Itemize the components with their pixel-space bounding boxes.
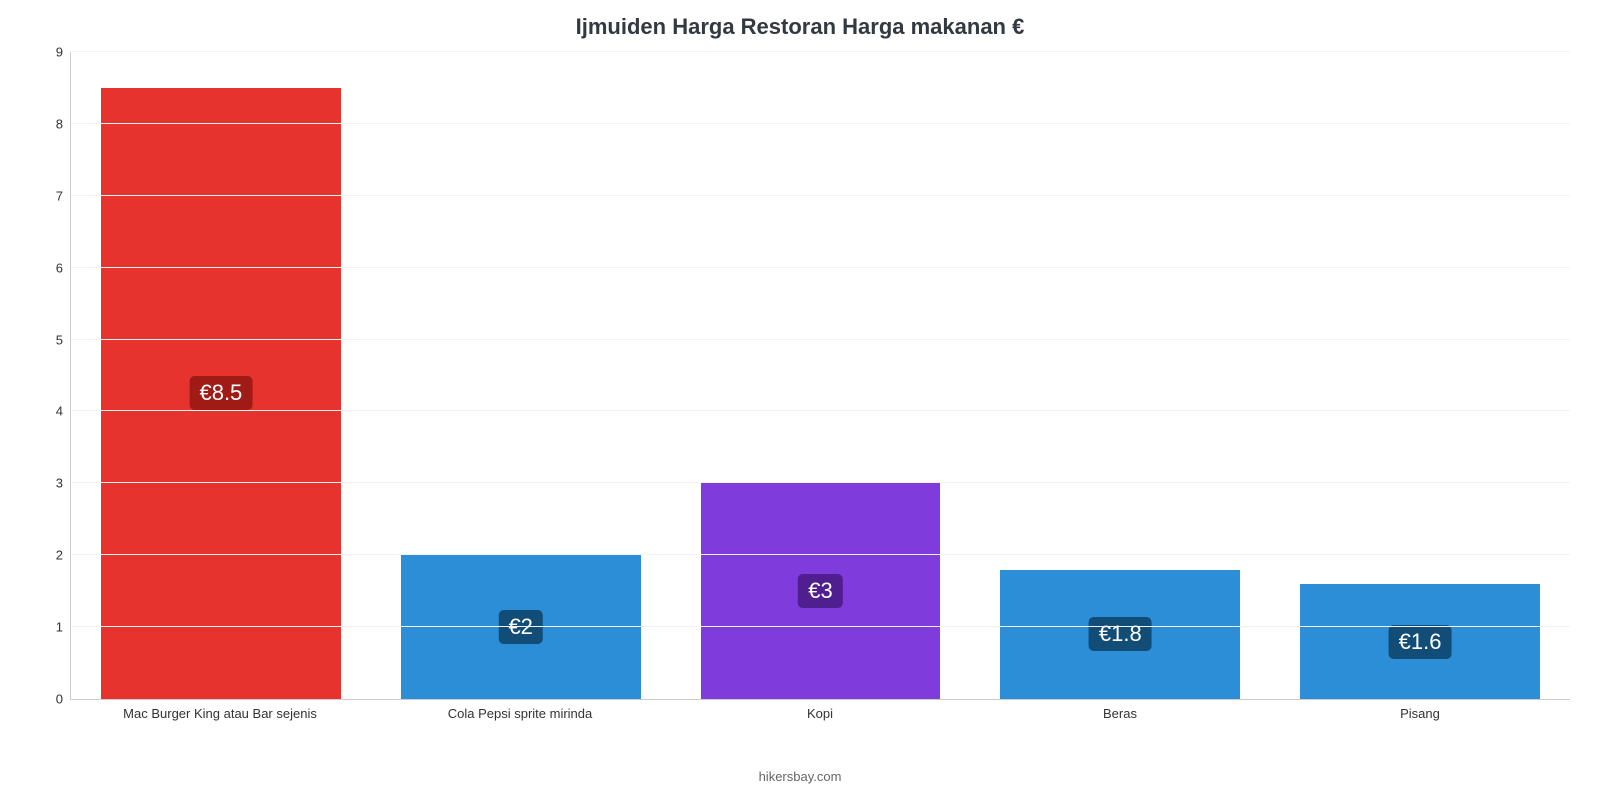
value-badge: €8.5 — [189, 376, 252, 410]
gridline — [71, 123, 1570, 124]
bar: €1.6 — [1300, 584, 1540, 699]
bar: €1.8 — [1000, 570, 1240, 699]
gridline — [71, 554, 1570, 555]
y-tick-label: 5 — [56, 332, 71, 347]
bar: €8.5 — [101, 88, 341, 699]
x-axis-label: Pisang — [1270, 700, 1570, 732]
bar: €3 — [701, 483, 941, 699]
bar-slot: €1.6 — [1270, 52, 1570, 699]
y-tick-label: 6 — [56, 260, 71, 275]
y-tick-label: 1 — [56, 620, 71, 635]
gridline — [71, 482, 1570, 483]
value-badge: €1.8 — [1089, 617, 1152, 651]
bar-slot: €8.5 — [71, 52, 371, 699]
gridline — [71, 51, 1570, 52]
bar-slot: €1.8 — [970, 52, 1270, 699]
gridline — [71, 267, 1570, 268]
gridline — [71, 626, 1570, 627]
attribution-text: hikersbay.com — [0, 769, 1600, 784]
x-axis-label: Cola Pepsi sprite mirinda — [370, 700, 670, 732]
chart-title: Ijmuiden Harga Restoran Harga makanan € — [0, 0, 1600, 40]
bar-slot: €3 — [671, 52, 971, 699]
y-tick-label: 8 — [56, 116, 71, 131]
y-tick-label: 9 — [56, 45, 71, 60]
value-badge: €2 — [498, 610, 542, 644]
gridline — [71, 410, 1570, 411]
x-axis-labels: Mac Burger King atau Bar sejenisCola Pep… — [70, 700, 1570, 732]
value-badge: €1.6 — [1389, 625, 1452, 659]
y-tick-label: 2 — [56, 548, 71, 563]
gridline — [71, 195, 1570, 196]
value-badge: €3 — [798, 574, 842, 608]
gridline — [71, 339, 1570, 340]
plot-area: €8.5€2€3€1.8€1.6 0123456789 — [70, 52, 1570, 700]
y-tick-label: 3 — [56, 476, 71, 491]
x-axis-label: Beras — [970, 700, 1270, 732]
x-axis-label: Mac Burger King atau Bar sejenis — [70, 700, 370, 732]
chart-container: €8.5€2€3€1.8€1.6 0123456789 Mac Burger K… — [40, 52, 1570, 732]
x-axis-label: Kopi — [670, 700, 970, 732]
y-tick-label: 0 — [56, 692, 71, 707]
bars-row: €8.5 €2 €3 €1.8 €1.6 — [71, 52, 1570, 699]
y-tick-label: 4 — [56, 404, 71, 419]
bar-slot: €2 — [371, 52, 671, 699]
y-tick-label: 7 — [56, 188, 71, 203]
